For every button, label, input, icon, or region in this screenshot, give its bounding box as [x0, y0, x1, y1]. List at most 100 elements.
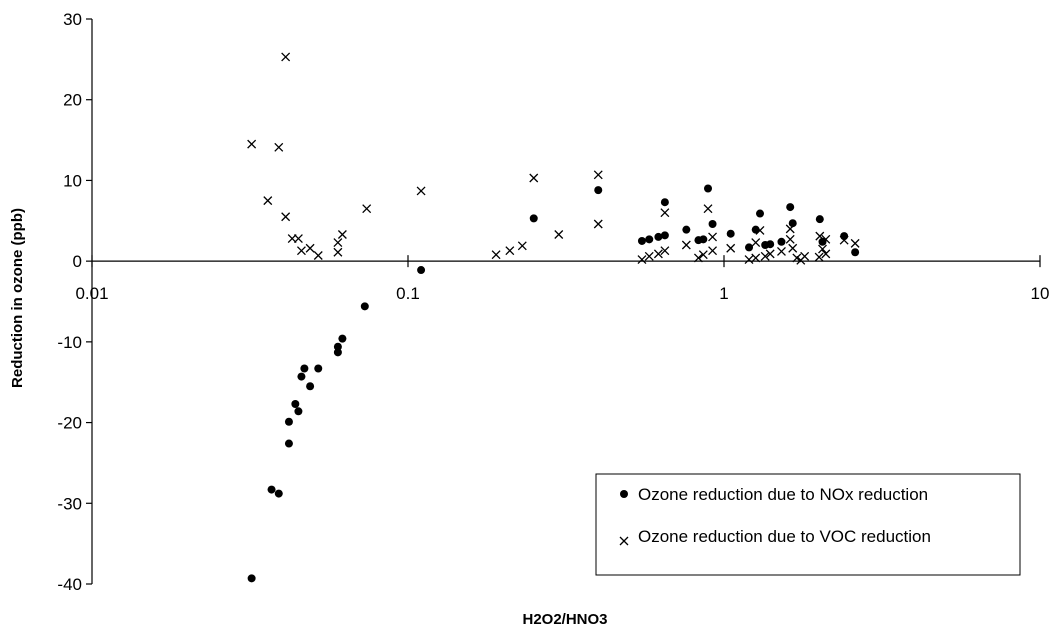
y-tick-label: -10: [57, 333, 82, 352]
data-point-voc: [850, 238, 860, 248]
data-point-voc: [491, 250, 501, 260]
data-point-nox: [417, 266, 426, 275]
series-nox: [247, 184, 860, 583]
data-point-nox: [291, 400, 300, 409]
data-point-nox: [815, 215, 824, 224]
y-axis-title: Reduction in ozone (ppb): [9, 208, 26, 388]
data-point-nox: [338, 334, 347, 343]
data-point-nox: [660, 231, 669, 240]
legend-box: [595, 473, 1021, 576]
data-point-voc: [362, 204, 372, 214]
data-point-voc: [305, 243, 315, 253]
legend-marker-nox: [620, 490, 628, 498]
data-point-nox: [840, 232, 849, 241]
data-point-voc: [751, 253, 761, 263]
data-point-voc: [815, 231, 825, 241]
data-point-voc: [416, 186, 426, 196]
data-point-voc: [505, 246, 515, 256]
legend-label: Ozone reduction due to VOC reduction: [638, 527, 931, 546]
data-point-voc: [800, 251, 810, 261]
data-point-voc: [281, 52, 291, 62]
data-point-voc: [760, 251, 770, 261]
data-point-voc: [744, 255, 754, 264]
data-point-voc: [293, 234, 303, 244]
y-tick-label: 0: [73, 252, 82, 271]
data-point-nox: [660, 198, 669, 207]
data-point-nox: [306, 382, 315, 391]
data-point-voc: [517, 241, 527, 251]
data-point-nox: [333, 342, 342, 351]
data-point-nox: [788, 219, 797, 228]
data-point-nox: [756, 209, 765, 218]
data-point-voc: [313, 251, 323, 260]
y-tick-label: 20: [63, 91, 82, 110]
data-point-voc: [644, 251, 654, 261]
data-point-voc: [247, 139, 257, 149]
data-point-nox: [704, 184, 713, 193]
data-point-nox: [726, 229, 735, 238]
axes: 30 20 10 0 -10 -20 -30 -40 0.01 0.1 1 10: [57, 10, 1049, 594]
data-point-nox: [294, 407, 303, 416]
data-point-voc: [751, 238, 761, 248]
data-point-voc: [529, 173, 539, 183]
data-point-voc: [755, 226, 765, 235]
data-point-nox: [654, 232, 663, 241]
data-point-voc: [263, 196, 273, 206]
data-point-nox: [529, 214, 538, 223]
data-point-nox: [637, 236, 646, 245]
series-voc: [247, 52, 860, 265]
x-tick-label: 1: [719, 284, 728, 303]
data-point-nox: [300, 364, 309, 373]
data-point-nox: [594, 186, 603, 195]
data-point-voc: [698, 250, 708, 260]
data-point-voc: [785, 224, 795, 234]
data-point-nox: [247, 574, 256, 583]
data-point-nox: [766, 240, 775, 249]
data-marks: [247, 52, 860, 583]
data-point-nox: [360, 302, 369, 311]
data-point-voc: [296, 246, 306, 256]
data-point-nox: [682, 225, 691, 234]
data-point-nox: [851, 248, 860, 257]
data-point-voc: [333, 238, 343, 248]
data-point-voc: [593, 170, 603, 180]
data-point-nox: [777, 237, 786, 246]
data-point-nox: [274, 489, 283, 498]
x-tick-label: 0.1: [396, 284, 420, 303]
data-point-voc: [708, 246, 718, 256]
data-point-voc: [726, 243, 736, 253]
data-point-voc: [765, 249, 775, 259]
data-point-voc: [821, 249, 831, 259]
y-tick-label: -40: [57, 575, 82, 594]
data-point-nox: [786, 203, 795, 212]
y-tick-label: 30: [63, 10, 82, 29]
y-tick-label: -30: [57, 494, 82, 513]
data-point-nox: [284, 417, 293, 426]
data-point-voc: [333, 247, 343, 257]
data-point-voc: [777, 246, 786, 256]
data-point-voc: [593, 219, 603, 229]
data-point-voc: [703, 204, 713, 214]
data-point-voc: [708, 232, 718, 242]
data-point-nox: [708, 220, 717, 229]
legend: Ozone reduction due to NOx reduction Ozon…: [595, 473, 1021, 576]
data-point-nox: [699, 235, 708, 244]
x-tick-label: 10: [1031, 284, 1050, 303]
data-point-voc: [792, 253, 802, 263]
data-point-voc: [818, 244, 827, 254]
data-point-voc: [693, 253, 703, 263]
data-point-nox: [745, 243, 754, 252]
data-point-nox: [297, 372, 306, 381]
data-point-voc: [814, 252, 824, 262]
data-point-voc: [337, 230, 347, 239]
data-point-nox: [314, 364, 323, 373]
data-point-voc: [681, 240, 691, 250]
data-point-voc: [660, 208, 670, 218]
y-tick-label: -20: [57, 414, 82, 433]
legend-label: Ozone reduction due to NOx reduction: [638, 485, 928, 504]
data-point-nox: [645, 235, 654, 244]
y-tick-label: 10: [63, 171, 82, 190]
data-point-voc: [785, 234, 795, 244]
